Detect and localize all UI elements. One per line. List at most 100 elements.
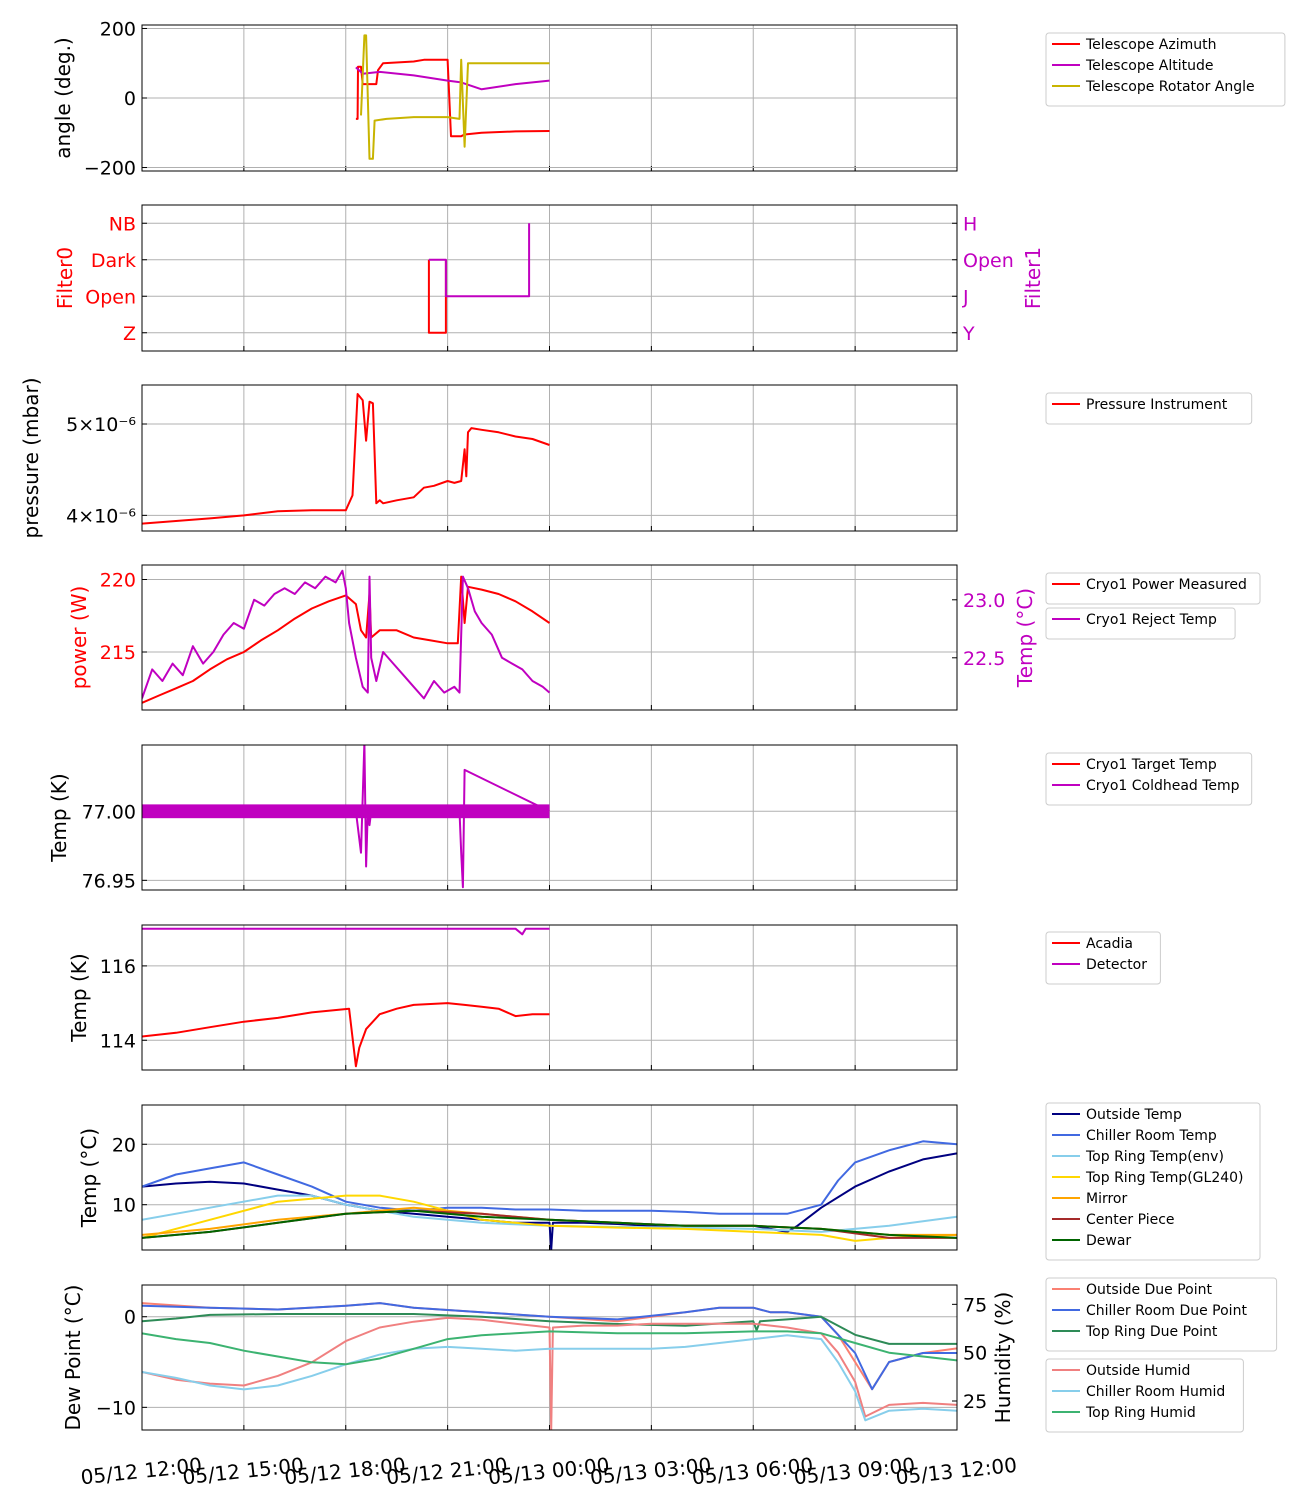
- legend-label: Telescope Rotator Angle: [1085, 79, 1255, 95]
- series-line-1: [142, 1302, 957, 1391]
- series-line-0: [142, 1002, 550, 1068]
- series-line-0: [142, 393, 550, 525]
- legend-box: [1045, 752, 1253, 806]
- series-line-5: [142, 1330, 957, 1366]
- legend-box: [1045, 1277, 1278, 1352]
- y2-tick-label: Y: [962, 323, 975, 345]
- legend-label: Top Ring Humid: [1085, 1405, 1196, 1421]
- legend-label: Mirror: [1086, 1191, 1127, 1207]
- legend-label: Outside Due Point: [1086, 1282, 1213, 1298]
- y-tick-label: 77.00: [82, 801, 136, 823]
- y-tick-label: 215: [100, 642, 136, 664]
- series-line-3: [142, 1194, 957, 1242]
- legend-label: Pressure Instrument: [1086, 397, 1228, 413]
- y-tick-label: 114: [100, 1030, 136, 1052]
- plot-frame: [141, 204, 958, 352]
- legend-label: Top Ring Temp(env): [1085, 1149, 1224, 1165]
- plot-frame: [141, 564, 958, 711]
- series-line-6: [142, 1209, 957, 1239]
- y2-tick-label: 75: [963, 1294, 987, 1316]
- series-line-1: [142, 927, 550, 936]
- series-line-3: [142, 1316, 957, 1430]
- plot-frame: [141, 924, 958, 1071]
- plot-frame: [141, 24, 958, 172]
- y2-tick-label: 22.5: [963, 648, 1005, 670]
- legend-box: [1045, 572, 1261, 605]
- legend-label: Cryo1 Coldhead Temp: [1086, 778, 1240, 794]
- y-tick-label: Open: [85, 286, 136, 308]
- y-axis-label: angle (deg.): [51, 37, 75, 159]
- legend-label: Outside Temp: [1086, 1107, 1182, 1123]
- y-tick-label: 0: [124, 1307, 136, 1329]
- series-line-1: [142, 745, 550, 889]
- y-axis-label: Temp (K): [47, 773, 71, 862]
- series-line-0: [142, 575, 551, 704]
- legend-label: Detector: [1086, 957, 1147, 973]
- y-tick-label: 20: [112, 1134, 136, 1156]
- legend-label: Top Ring Due Point: [1085, 1324, 1218, 1340]
- legend-label: Chiller Room Humid: [1086, 1384, 1225, 1400]
- plot-frame: [141, 384, 958, 532]
- plot-frame: [141, 1284, 958, 1431]
- series-line-4: [142, 1334, 957, 1422]
- series-line-2: [142, 1194, 957, 1233]
- y-axis-label: pressure (mbar): [19, 377, 43, 538]
- y-tick-label: Dark: [91, 250, 136, 272]
- y-tick-label: 220: [100, 570, 136, 592]
- y-tick-label: 76.95: [82, 870, 136, 892]
- legend-label: Acadia: [1086, 936, 1133, 952]
- y-tick-label: NB: [109, 213, 136, 235]
- legend-label: Outside Humid: [1086, 1363, 1190, 1379]
- y-tick-label: Z: [123, 323, 136, 345]
- legend-label: Center Piece: [1086, 1212, 1175, 1228]
- y-axis-label: Temp (K): [67, 953, 91, 1042]
- legend-label: Telescope Altitude: [1085, 58, 1214, 74]
- series-line-2: [360, 34, 550, 160]
- y2-tick-label: J: [962, 286, 969, 308]
- legend-box: [1045, 931, 1161, 985]
- y-tick-label: 200: [100, 18, 136, 40]
- series-line-1: [428, 223, 531, 298]
- series-line-2: [142, 1313, 957, 1345]
- legend-label: Dewar: [1086, 1233, 1131, 1249]
- y2-axis-label: Filter1: [1021, 247, 1045, 309]
- y-axis-label: Filter0: [53, 247, 77, 309]
- legend-label: Chiller Room Due Point: [1086, 1303, 1247, 1319]
- series-line-0: [355, 58, 550, 138]
- y-axis-label: Temp (°C): [77, 1128, 101, 1228]
- legend-box: [1045, 32, 1286, 107]
- legend-box: [1045, 392, 1253, 425]
- y-tick-label: 5×10⁻⁶: [66, 414, 136, 436]
- y2-axis-label: Temp (°C): [1013, 588, 1037, 688]
- series-line-1: [142, 569, 551, 700]
- legend-box: [1045, 607, 1236, 640]
- y-tick-label: 4×10⁻⁶: [66, 505, 136, 527]
- y2-tick-label: Open: [963, 250, 1014, 272]
- y2-axis-label: Humidity (%): [991, 1292, 1015, 1424]
- y2-tick-label: 50: [963, 1343, 987, 1365]
- legend-label: Telescope Azimuth: [1085, 37, 1216, 53]
- plot-frame: [141, 744, 958, 891]
- y-axis-label: Dew Point (°C): [61, 1284, 85, 1430]
- y-tick-label: 10: [112, 1195, 136, 1217]
- legend-label: Chiller Room Temp: [1086, 1128, 1217, 1144]
- legend-box: [1045, 1102, 1261, 1261]
- legend-label: Cryo1 Target Temp: [1086, 757, 1217, 773]
- series-line-1: [355, 66, 550, 91]
- y2-tick-label: 23.0: [963, 590, 1005, 612]
- legend-label: Top Ring Temp(GL240): [1085, 1170, 1244, 1186]
- y-tick-label: −10: [96, 1397, 136, 1419]
- legend-box: [1045, 1358, 1244, 1433]
- y-axis-label: power (W): [67, 586, 91, 690]
- y2-tick-label: 25: [963, 1391, 987, 1413]
- legend-label: Cryo1 Reject Temp: [1086, 612, 1217, 628]
- series-line-0: [142, 1152, 957, 1250]
- y-tick-label: 0: [124, 88, 136, 110]
- y2-tick-label: H: [963, 213, 977, 235]
- plot-frame: [141, 1104, 958, 1251]
- y-tick-label: −200: [84, 158, 136, 180]
- y-tick-label: 116: [100, 956, 136, 978]
- legend-label: Cryo1 Power Measured: [1086, 577, 1247, 593]
- series-line-1: [142, 1140, 957, 1215]
